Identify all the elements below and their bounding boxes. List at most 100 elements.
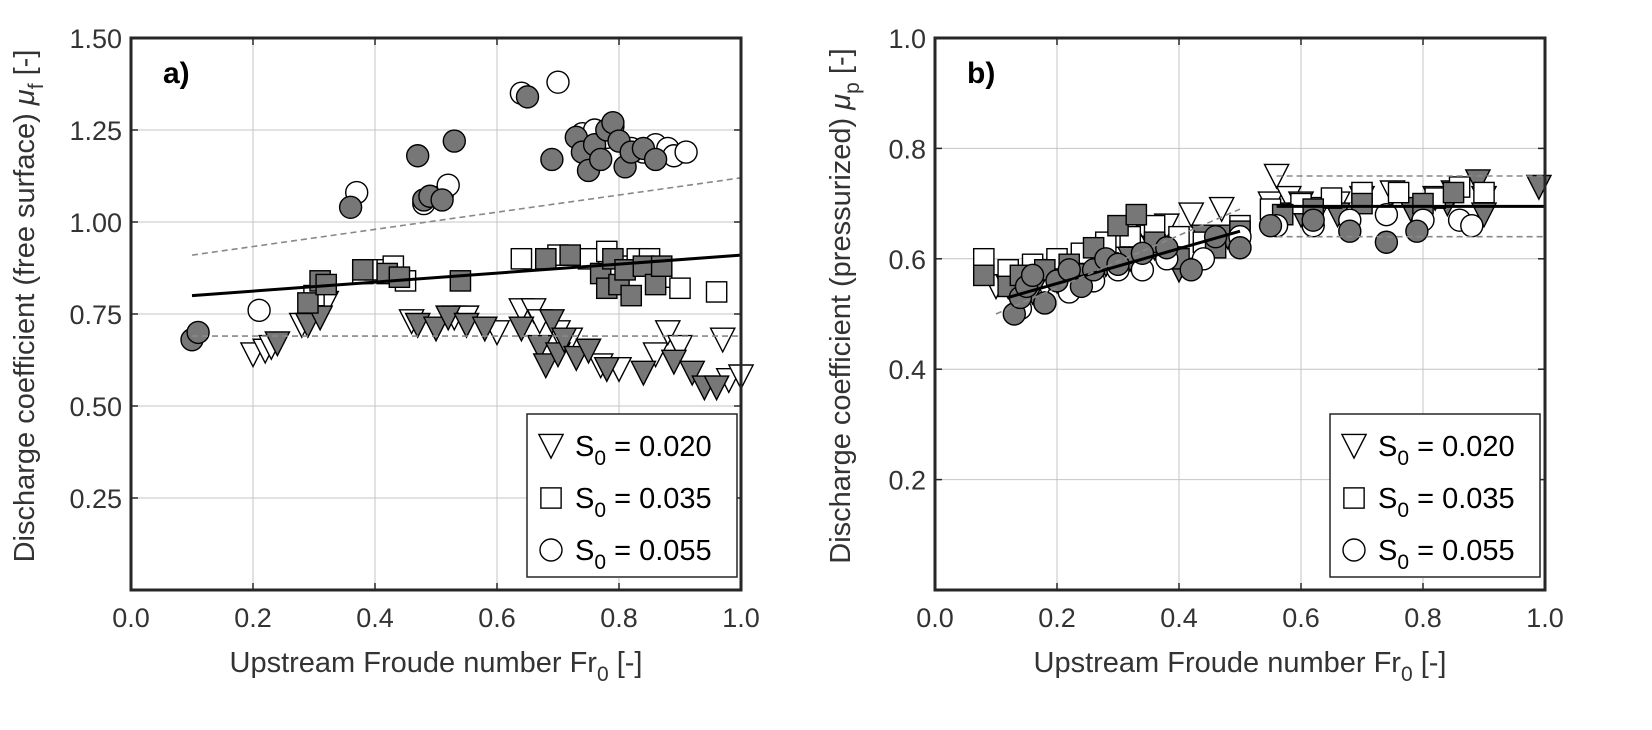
data-point [297,292,319,314]
data-point [471,316,499,343]
data-point [620,284,643,307]
data-point [678,360,706,387]
data-point [510,247,533,270]
data-point [644,273,667,296]
legend-marker-triangle-down [1340,433,1368,460]
data-point [406,144,430,168]
y-tick-label: 0.8 [888,134,926,164]
x-tick-label: 0.2 [1038,603,1076,633]
x-tick-label: 1.0 [722,603,760,633]
data-point [1338,219,1362,243]
data-point [538,309,566,336]
data-point [642,342,669,369]
data-point [1405,219,1429,243]
panel-label: b) [967,57,995,90]
series-triangle-down-filled [264,305,730,402]
data-point [515,85,540,109]
data-point [430,188,454,212]
x-axis-label: Upstream Froude number Fr0 [-] [230,647,643,686]
x-tick-label: 0.8 [600,603,638,633]
data-point [575,338,602,365]
data-point [1177,202,1205,229]
legend-marker-circle [1342,538,1366,562]
legend-entry-label: S0 = 0.055 [575,535,712,574]
legend-entry-label: S0 = 0.020 [575,431,712,470]
data-point [422,316,450,343]
data-point [1460,213,1484,238]
data-point [705,281,728,303]
data-point [632,255,655,277]
data-point [1473,181,1495,204]
y-tick-label: 0.50 [69,392,122,422]
data-point [264,331,291,358]
series-circle-filled [180,85,668,352]
y-tick-label: 1.00 [69,208,122,238]
legend-entry-label: S0 = 0.020 [1378,431,1515,470]
legend: S0 = 0.020 S0 = 0.035 S0 = 0.055 [526,413,738,578]
y-tick-label: 1.0 [888,24,926,54]
legend-marker-square [540,487,562,509]
data-point [247,298,271,323]
legend-entry-label: S0 = 0.055 [1378,535,1515,574]
y-axis-label: Discharge coefficient (pressurized) μp [… [825,48,864,563]
data-point [546,70,570,94]
data-point [589,147,613,172]
x-tick-label: 1.0 [1526,603,1564,633]
data-point [1301,208,1325,232]
data-point [351,259,374,281]
panel-label: a) [163,57,190,90]
data-point [1125,203,1148,226]
y-tick-label: 0.4 [888,355,926,385]
data-point [1320,187,1343,209]
data-point [559,244,582,266]
data-point [388,266,411,289]
data-point [534,247,557,270]
fit-line-solid [1007,229,1241,299]
y-tick-label: 0.25 [69,484,122,514]
data-point [550,327,578,354]
legend-entry-label: S0 = 0.035 [575,483,712,522]
data-point [453,312,480,339]
data-point [1374,202,1399,227]
chart-panel-b: 0.0 0.2 0.4 0.6 0.8 1.0 0.2 0.4 0.6 0.8 1.0 b) Upstr… [825,24,1564,686]
data-point [338,195,363,219]
data-point [669,277,691,300]
y-tick-label: 0.75 [69,300,122,330]
data-point [630,360,657,387]
x-tick-label: 0.0 [916,603,954,633]
fit-line-solid [191,253,742,298]
data-point [442,129,466,153]
x-axis-label: Upstream Froude number Fr0 [-] [1034,647,1447,686]
x-tick-label: 0.6 [1282,603,1320,633]
data-point [1351,192,1373,215]
legend-marker-square [1343,487,1365,509]
y-axis-label: Discharge coefficient (free surface) μf … [9,50,48,563]
data-point [1387,181,1410,204]
data-point [1107,214,1129,237]
data-point [1179,258,1203,282]
data-point [1442,181,1465,204]
data-point [593,356,621,383]
data-point [654,320,682,347]
data-point [186,320,210,345]
legend-marker-triangle-down [537,433,565,460]
data-point [709,327,736,354]
data-point [972,264,995,287]
data-point [1208,196,1235,223]
data-point [1033,291,1057,315]
data-point [532,353,560,380]
y-tick-label: 0.6 [888,245,926,275]
x-tick-label: 0.4 [356,603,394,633]
data-point [643,147,668,172]
data-point [674,140,698,164]
fit-line-dashed [191,177,742,256]
data-point [666,334,694,361]
data-point [526,334,553,361]
data-point [540,147,564,172]
data-point [563,345,590,372]
y-tick-label: 1.25 [69,116,122,146]
data-point [1258,213,1283,238]
data-point [508,316,535,343]
legend-entry-label: S0 = 0.035 [1378,483,1515,522]
x-tick-label: 0.2 [234,603,272,633]
